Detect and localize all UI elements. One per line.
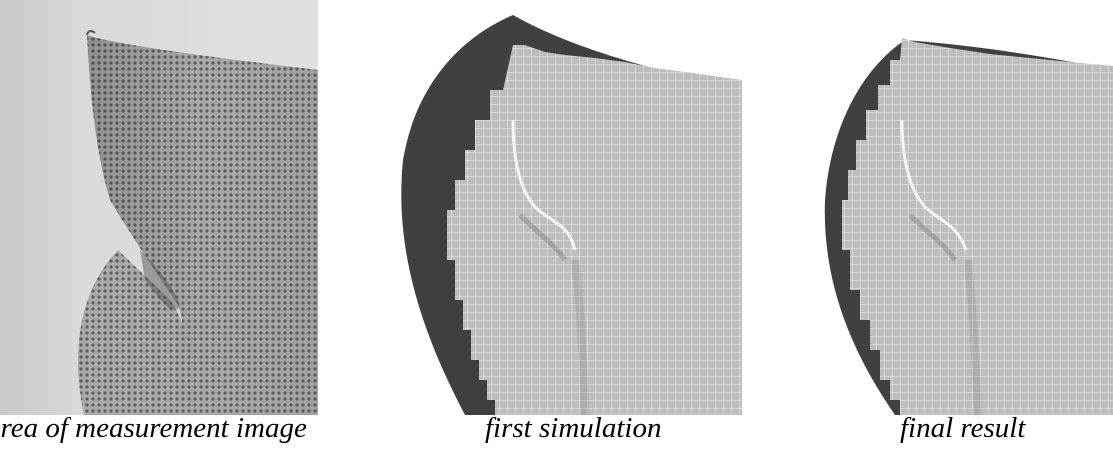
first-simulation-image — [401, 15, 742, 415]
first-simulation-panel — [395, 0, 742, 415]
caption-first-simulation: first simulation — [485, 412, 662, 444]
final-result-panel — [820, 0, 1113, 415]
final-result-image — [824, 38, 1113, 415]
caption-measurement-image: area of measurement image — [0, 412, 307, 444]
caption-final-result: final result — [900, 412, 1026, 444]
measurement-image — [77, 29, 318, 415]
measurement-image-panel — [0, 0, 318, 415]
